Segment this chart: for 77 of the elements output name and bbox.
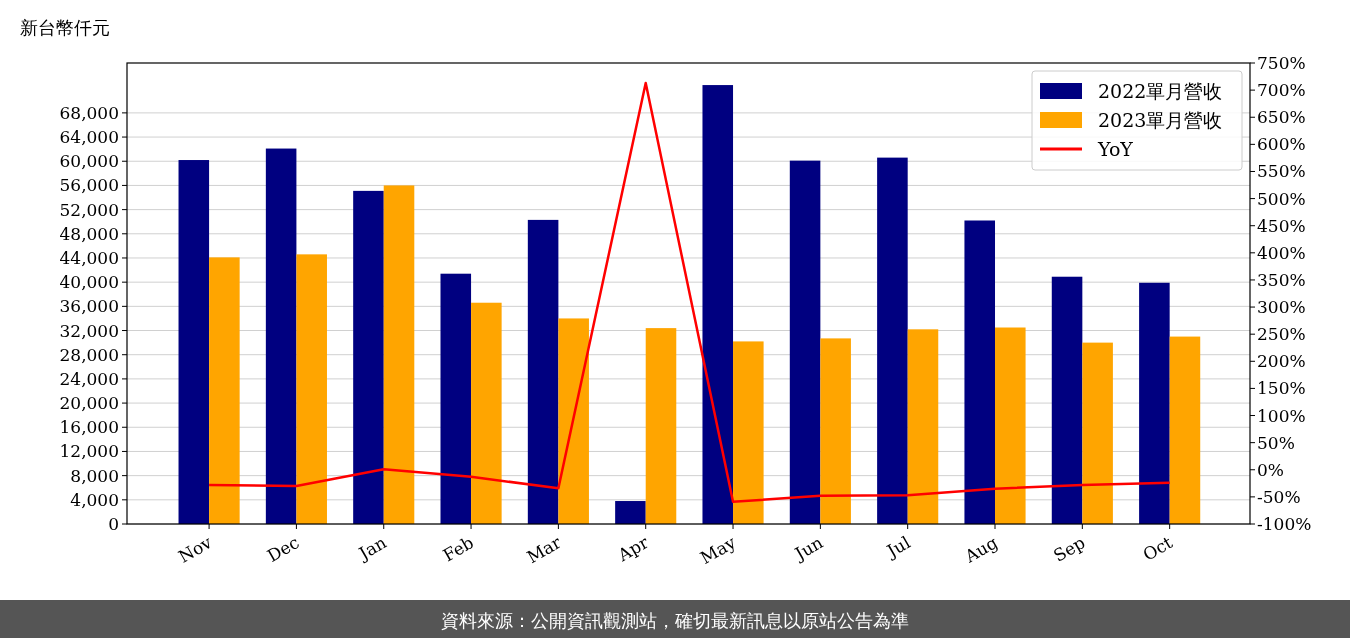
bar [440,273,472,524]
y2-tick-label: 100% [1257,405,1306,426]
y2-tick-label: 450% [1257,215,1306,236]
y-tick-label: 28,000 [59,344,119,365]
x-tick-label: Aug [960,532,1002,568]
legend-label: 2023單月營收 [1098,109,1223,131]
source-note: 資料來源：公開資訊觀測站，確切最新訊息以原站公告為準 [441,610,909,631]
bar [820,338,851,524]
bar [1169,336,1201,524]
bar [296,254,327,524]
y-tick-label: 48,000 [59,223,119,244]
y2-tick-label: -100% [1257,514,1312,534]
y-tick-label: 16,000 [59,417,119,438]
bar [1082,342,1113,524]
x-tick-label: Sep [1050,532,1089,566]
bar [383,185,415,524]
y2-tick-label: 600% [1257,134,1306,155]
x-tick-label: May [696,531,740,569]
y-tick-label: 68,000 [59,102,119,123]
y2-tick-label: 200% [1257,351,1306,372]
y-tick-label: 12,000 [59,441,119,462]
y-tick-label: 4,000 [70,489,119,510]
bar [615,501,646,524]
x-tick-label: Jul [881,532,914,563]
bar [645,328,677,524]
y2-tick-label: 700% [1257,80,1306,101]
bar [733,341,764,524]
y2-tick-label: -50% [1257,486,1301,507]
y2-tick-label: 50% [1257,432,1295,453]
y2-tick-label: 250% [1257,324,1306,345]
bar [527,219,559,524]
y2-tick-label: 400% [1257,242,1306,263]
y2-tick-label: 650% [1257,107,1306,128]
y-axis-title: 新台幣仟元 [20,17,110,38]
y2-tick-label: 500% [1257,188,1306,209]
y2-tick-label: 0% [1257,459,1284,480]
x-tick-label: Dec [263,532,303,567]
y2-tick-label: 150% [1257,378,1306,399]
x-tick-label: Jan [353,532,390,565]
legend-label: YoY [1097,138,1134,160]
y2-tick-label: 550% [1257,161,1306,182]
x-tick-label: Mar [523,531,566,568]
bar [877,157,908,524]
y-tick-label: 44,000 [59,247,119,268]
y-tick-label: 8,000 [70,465,119,486]
y2-tick-label: 300% [1257,297,1306,318]
y-tick-label: 0 [108,514,119,534]
bar [353,190,384,524]
y-tick-label: 40,000 [59,272,119,293]
legend-label: 2022單月營收 [1098,80,1223,102]
x-tick-label: Nov [175,531,216,567]
bar [964,220,996,524]
x-tick-label: Jun [789,532,827,565]
y-tick-label: 64,000 [59,127,119,148]
bar [471,302,502,524]
bar [558,318,589,524]
y-tick-label: 60,000 [59,151,119,172]
y2-tick-label: 750% [1257,53,1306,73]
y2-tick-label: 350% [1257,269,1306,290]
bar [702,85,734,524]
y-tick-label: 24,000 [59,368,119,389]
bar [789,160,821,524]
y-tick-label: 32,000 [59,320,119,341]
y-tick-label: 20,000 [59,393,119,414]
bar [209,257,240,524]
bar [265,148,297,524]
x-tick-label: Apr [613,531,653,566]
x-tick-label: Feb [439,532,478,566]
x-tick-label: Oct [1139,532,1176,565]
bar [907,329,939,524]
bar [1139,282,1170,524]
y-tick-label: 52,000 [59,199,119,220]
y-tick-label: 36,000 [59,296,119,317]
bar [995,327,1026,524]
y-tick-label: 56,000 [59,175,119,196]
bar [1051,276,1083,524]
bar [178,160,210,524]
